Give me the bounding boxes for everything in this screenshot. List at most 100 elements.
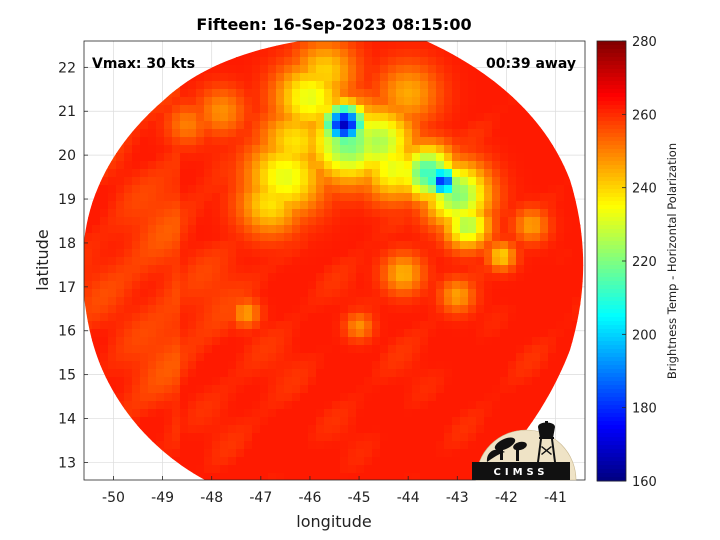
heatmap-cell: [252, 57, 261, 66]
heatmap-cell: [324, 321, 333, 330]
heatmap-cell: [292, 121, 301, 130]
heatmap-cell: [452, 377, 461, 386]
heatmap-cell: [444, 369, 453, 378]
heatmap-cell: [324, 201, 333, 210]
heatmap-cell: [100, 289, 109, 298]
heatmap-cell: [388, 241, 397, 250]
heatmap-cell: [292, 209, 301, 218]
heatmap-cell: [428, 97, 437, 106]
heatmap-cell: [556, 161, 565, 170]
heatmap-cell: [372, 217, 381, 226]
heatmap-cell: [380, 369, 389, 378]
heatmap-cell: [236, 409, 245, 418]
heatmap-cell: [276, 425, 285, 434]
heatmap-cell: [284, 449, 293, 458]
heatmap-cell: [340, 473, 349, 480]
heatmap-cell: [244, 185, 253, 194]
heatmap-cell: [388, 313, 397, 322]
heatmap-cell: [188, 385, 197, 394]
heatmap-cell: [140, 121, 149, 130]
heatmap-cell: [428, 433, 437, 442]
heatmap-cell: [404, 425, 413, 434]
heatmap-cell: [252, 105, 261, 114]
heatmap-cell: [284, 473, 293, 480]
heatmap-cell: [436, 385, 445, 394]
heatmap-cell: [348, 217, 357, 226]
heatmap-cell: [132, 241, 141, 250]
heatmap-cell: [396, 425, 405, 434]
heatmap-cell: [340, 41, 349, 50]
heatmap-cell: [124, 385, 133, 394]
heatmap-cell: [276, 113, 285, 122]
heatmap-cell: [132, 233, 141, 242]
heatmap-cell: [564, 265, 573, 274]
heatmap-cell: [396, 449, 405, 458]
heatmap-cell: [364, 65, 373, 74]
heatmap-cell: [116, 201, 125, 210]
heatmap-cell: [500, 249, 509, 258]
heatmap-cell: [300, 137, 309, 146]
heatmap-cell: [508, 233, 517, 242]
heatmap-cell: [524, 273, 533, 282]
heatmap-cell: [172, 137, 181, 146]
heatmap-cell: [412, 441, 421, 450]
heatmap-cell: [220, 313, 229, 322]
heatmap-cell: [180, 401, 189, 410]
heatmap-cell: [260, 353, 269, 362]
heatmap-cell: [428, 161, 437, 170]
heatmap-cell: [340, 129, 349, 138]
heatmap-cell: [412, 297, 421, 306]
heatmap-cell: [524, 233, 533, 242]
heatmap-cell: [196, 185, 205, 194]
heatmap-cell: [436, 369, 445, 378]
heatmap-cell: [468, 409, 477, 418]
heatmap-cell: [556, 241, 565, 250]
heatmap-cell: [444, 433, 453, 442]
heatmap-cell: [484, 121, 493, 130]
heatmap-cell: [524, 153, 533, 162]
heatmap-cell: [132, 313, 141, 322]
heatmap-cell: [540, 193, 549, 202]
heatmap-cell: [268, 289, 277, 298]
heatmap-cell: [260, 225, 269, 234]
heatmap-cell: [292, 377, 301, 386]
heatmap-cell: [524, 337, 533, 346]
heatmap-cell: [500, 345, 509, 354]
heatmap-cell: [316, 289, 325, 298]
heatmap-cell: [252, 473, 261, 480]
heatmap-cell: [412, 321, 421, 330]
heatmap-cell: [468, 345, 477, 354]
heatmap-cell: [340, 161, 349, 170]
y-tick-label: 17: [58, 280, 76, 296]
heatmap-cell: [244, 425, 253, 434]
heatmap-cell: [484, 401, 493, 410]
heatmap-cell: [396, 473, 405, 480]
heatmap-cell: [284, 409, 293, 418]
colorbar-strip: [597, 197, 626, 202]
heatmap-cell: [244, 209, 253, 218]
heatmap-cell: [252, 377, 261, 386]
heatmap-cell: [188, 185, 197, 194]
heatmap-cell: [308, 329, 317, 338]
heatmap-cell: [428, 177, 437, 186]
heatmap-cell: [148, 417, 157, 426]
heatmap-cell: [356, 385, 365, 394]
heatmap-cell: [332, 201, 341, 210]
heatmap-cell: [148, 169, 157, 178]
heatmap-cell: [244, 345, 253, 354]
heatmap-cell: [468, 337, 477, 346]
heatmap-cell: [444, 89, 453, 98]
heatmap-cell: [148, 281, 157, 290]
heatmap-cell: [380, 361, 389, 370]
heatmap-cell: [444, 185, 453, 194]
y-tick-label: 15: [58, 368, 76, 384]
heatmap-cell: [276, 305, 285, 314]
heatmap-cell: [252, 361, 261, 370]
heatmap-cell: [268, 217, 277, 226]
heatmap-cell: [388, 129, 397, 138]
heatmap-cell: [268, 449, 277, 458]
heatmap-cell: [204, 465, 213, 474]
heatmap-cell: [284, 337, 293, 346]
heatmap-cell: [292, 369, 301, 378]
heatmap-cell: [156, 401, 165, 410]
